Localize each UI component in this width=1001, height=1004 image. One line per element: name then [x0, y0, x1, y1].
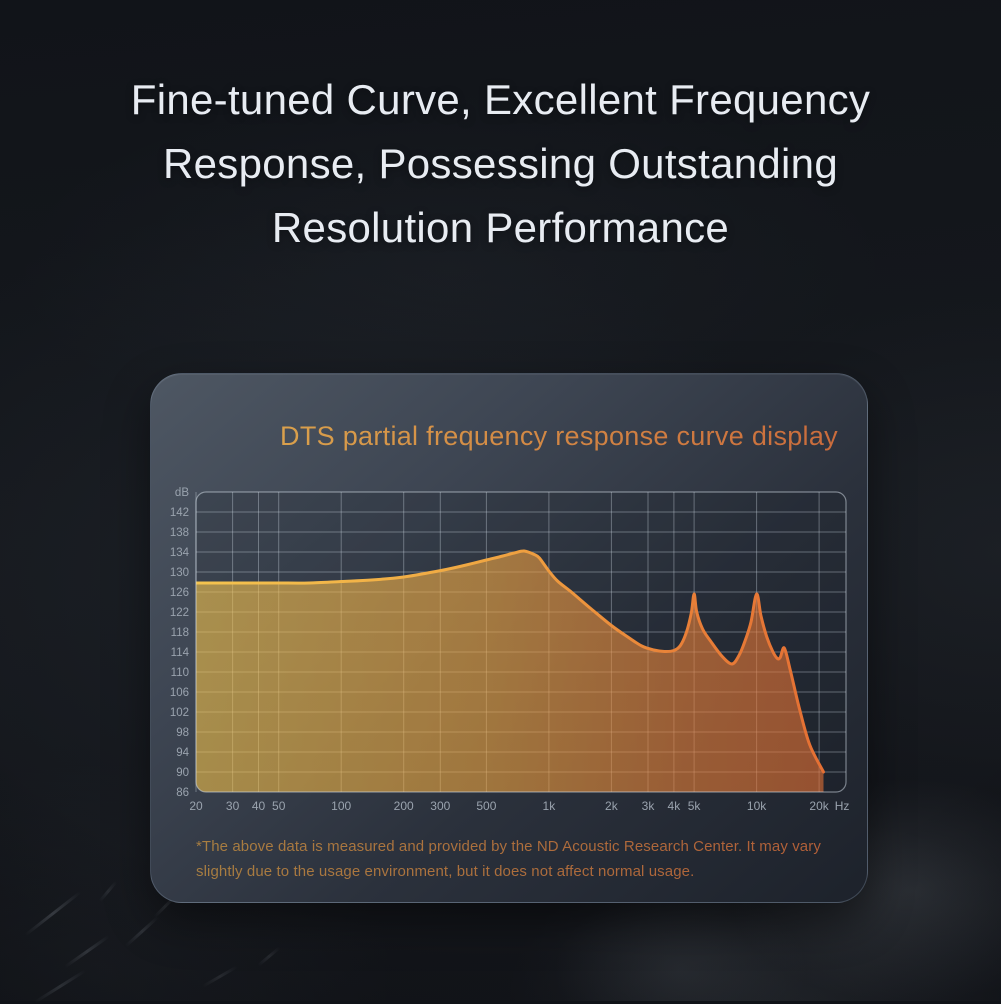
svg-text:300: 300 [430, 799, 450, 813]
x-axis-labels: 20 30 40 50 100 200 300 500 1k 2k 3k 4k 5k 10k 20k Hz [189, 799, 849, 813]
svg-text:1k: 1k [543, 799, 557, 813]
svg-text:90: 90 [176, 767, 189, 779]
page-title-line-2: Response, Possessing Outstanding [163, 140, 838, 187]
y-axis-labels: dB 142 138 134 130 126 122 118 114 110 106 102 98 94 9… [170, 487, 190, 799]
svg-text:dB: dB [175, 487, 189, 499]
svg-text:86: 86 [176, 787, 189, 799]
svg-text:134: 134 [170, 547, 190, 559]
svg-text:106: 106 [170, 687, 189, 699]
svg-text:2k: 2k [605, 799, 619, 813]
svg-text:110: 110 [171, 667, 189, 679]
svg-text:10k: 10k [747, 799, 767, 813]
svg-text:130: 130 [170, 567, 189, 579]
svg-text:5k: 5k [688, 799, 702, 813]
svg-text:30: 30 [226, 799, 240, 813]
svg-text:142: 142 [170, 507, 189, 519]
svg-text:3k: 3k [642, 799, 656, 813]
svg-text:50: 50 [272, 799, 286, 813]
frequency-response-card: DTS partial frequency response curve dis… [150, 373, 868, 903]
chart-area-fill [196, 550, 824, 792]
page-title-line-1: Fine-tuned Curve, Excellent Frequency [130, 76, 871, 123]
page-title-line-3: Resolution Performance [271, 204, 730, 251]
chart-footnote: *The above data is measured and provided… [196, 834, 821, 884]
svg-text:40: 40 [252, 799, 266, 813]
chart-curve [196, 549, 825, 774]
svg-text:20k: 20k [809, 799, 829, 813]
water-spray-streak [33, 969, 87, 1004]
svg-text:500: 500 [476, 799, 496, 813]
svg-text:138: 138 [170, 527, 189, 539]
svg-text:200: 200 [394, 799, 414, 813]
x-axis-unit-label: Hz [835, 799, 850, 813]
frequency-response-chart: dB 142 138 134 130 126 122 118 114 110 106 102 98 94 9… [170, 487, 850, 813]
page-title: Fine-tuned Curve, Excellent Frequency Re… [0, 68, 1001, 260]
plot-border [195, 491, 847, 793]
svg-text:100: 100 [331, 799, 351, 813]
svg-text:122: 122 [170, 607, 189, 619]
water-spray-streak [257, 946, 281, 967]
svg-text:4k: 4k [668, 799, 682, 813]
footnote-line-1: *The above data is measured and provided… [196, 834, 821, 859]
svg-text:126: 126 [170, 587, 189, 599]
water-spray-streak [201, 965, 239, 988]
water-spray-streak [124, 915, 160, 948]
water-spray-streak [64, 934, 110, 969]
water-spray-streak [98, 880, 118, 903]
water-spray-streak [24, 890, 82, 937]
svg-text:98: 98 [176, 727, 189, 739]
footnote-line-2: slightly due to the usage environment, b… [196, 859, 821, 884]
chart-title: DTS partial frequency response curve dis… [201, 420, 917, 452]
svg-text:20: 20 [189, 799, 203, 813]
svg-text:114: 114 [171, 647, 190, 659]
svg-text:94: 94 [176, 747, 189, 759]
svg-text:102: 102 [170, 707, 189, 719]
svg-text:118: 118 [171, 627, 189, 639]
